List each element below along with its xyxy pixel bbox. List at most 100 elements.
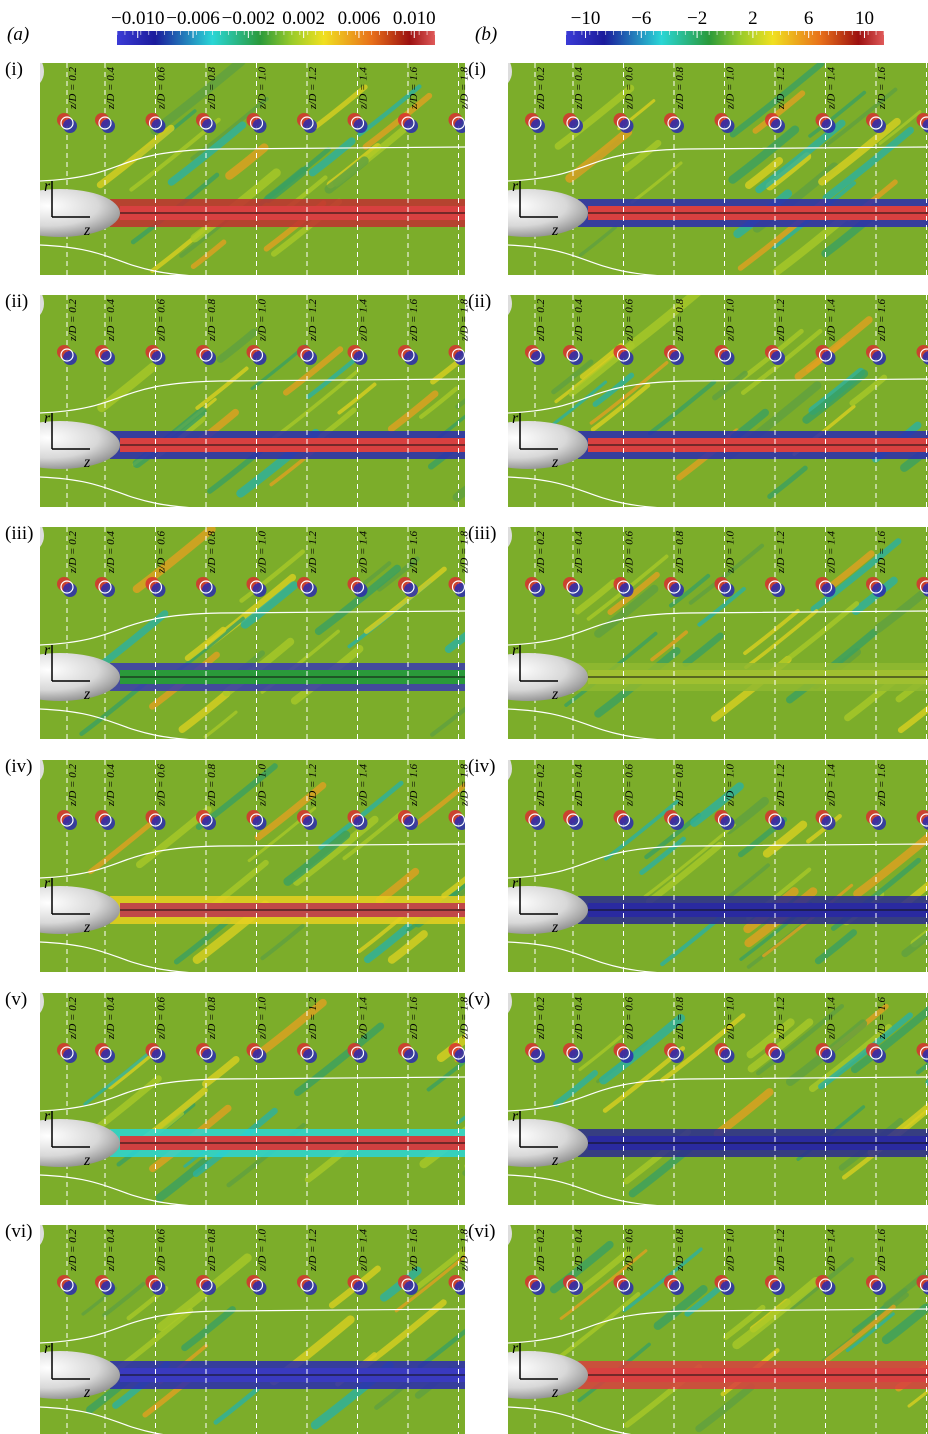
field-streak <box>639 836 687 876</box>
field-streak <box>254 782 327 841</box>
vortex-core <box>401 1046 415 1060</box>
station-label: z/D = 1.8 <box>459 764 471 807</box>
station-label: z/D = 0.4 <box>105 997 117 1040</box>
field-streak <box>881 1303 928 1345</box>
vortex-lobe <box>101 816 115 830</box>
axis-label-r: r <box>512 178 519 195</box>
station-label: z/D = 1.8 <box>927 1229 928 1272</box>
field-background <box>40 993 465 1205</box>
vortex-core <box>667 348 681 362</box>
vortex-lobe <box>454 119 465 133</box>
vortex-core <box>350 348 365 362</box>
station-label: z/D = 1.8 <box>459 997 471 1040</box>
station-label: z/D = 1.0 <box>257 1229 269 1272</box>
panel-field <box>40 760 465 972</box>
row-label: (i) <box>468 59 486 80</box>
hub-nose <box>508 1119 588 1167</box>
vortex-lobe <box>101 583 115 597</box>
vortex-core <box>60 116 74 130</box>
vortex-core <box>249 580 264 594</box>
blade-root <box>40 760 44 780</box>
vortex-lobe <box>454 351 465 365</box>
field-streak <box>895 672 928 703</box>
vortex-lobe <box>720 1049 735 1063</box>
vortex-lobe <box>670 1049 684 1063</box>
vortex-lobe <box>202 1049 216 1063</box>
vortex-lobe <box>720 1281 735 1295</box>
field-streak <box>690 782 744 827</box>
field-streak <box>590 383 651 432</box>
axis-label-r: r <box>44 410 51 427</box>
colorbar-tick-label: −2 <box>687 8 707 29</box>
vortex-core <box>451 348 465 362</box>
vortex-core <box>60 580 74 594</box>
station-label: z/D = 0.8 <box>206 997 218 1040</box>
field-streak <box>849 374 888 406</box>
vortex-lobe <box>720 119 735 133</box>
field-streak <box>225 143 269 180</box>
colorbar-tick-label: 0.006 <box>338 8 381 29</box>
colorbar-tick-label: 0.002 <box>282 8 325 29</box>
field-streak <box>337 382 377 415</box>
station-label: z/D = 1.4 <box>826 531 838 574</box>
blade-root <box>508 295 512 315</box>
vortex-core <box>717 1046 732 1060</box>
field-streak <box>167 121 247 186</box>
field-streak <box>574 579 617 615</box>
vortex-core <box>717 348 732 362</box>
hub-nose <box>40 1119 120 1167</box>
station-label: z/D = 1.8 <box>459 1229 471 1272</box>
vortex-core <box>667 116 681 130</box>
field-streak <box>173 917 231 965</box>
vortex-core <box>528 1046 542 1060</box>
station-label: z/D = 1.8 <box>459 299 471 342</box>
vortex-lobe <box>670 1281 684 1295</box>
vortex-core <box>300 1046 314 1060</box>
panel: z/D = 0.2 z/D = 0.4 z/D = 0.6 z/D = 0.8 z/D … <box>468 523 928 739</box>
vortex-core <box>249 1046 264 1060</box>
station-label: z/D = 0.8 <box>206 299 218 342</box>
vortex-core <box>566 116 580 130</box>
vortex-lobe <box>202 1281 216 1295</box>
vortex-core <box>350 580 365 594</box>
vortex-lobe <box>101 1049 115 1063</box>
station-label: z/D = 0.4 <box>105 299 117 342</box>
vortex-lobe <box>771 119 785 133</box>
vortex-core <box>528 116 542 130</box>
vortex-core <box>768 580 782 594</box>
axis-label-r: r <box>512 642 519 659</box>
vortex-lobe <box>531 583 545 597</box>
field-streak <box>599 1014 686 1085</box>
axis-label-z: z <box>551 686 559 703</box>
vortex-core <box>148 1278 163 1292</box>
station-label: z/D = 1.2 <box>307 299 319 342</box>
station-label: z/D = 1.6 <box>876 997 888 1040</box>
station-label: z/D = 0.4 <box>573 764 585 807</box>
field-streak <box>376 556 420 592</box>
vortex-core <box>818 1278 833 1292</box>
vortex-core <box>199 1278 213 1292</box>
panel: z/D = 0.2 z/D = 0.4 z/D = 0.6 z/D = 0.8 z/D … <box>468 59 928 275</box>
vortex-lobe <box>303 583 317 597</box>
wake-outline <box>40 146 465 275</box>
vortex-core <box>566 1278 580 1292</box>
station-label: z/D = 1.6 <box>876 531 888 574</box>
field-streak <box>554 84 635 150</box>
station-label: z/D = 1.0 <box>725 1229 737 1272</box>
vortex-lobe <box>101 1281 115 1295</box>
vortex-lobe <box>872 1281 886 1295</box>
vortex-core <box>768 813 782 827</box>
field-streak <box>213 1386 260 1425</box>
vortex-core <box>566 348 580 362</box>
hub-nose <box>40 886 120 934</box>
station-label: z/D = 0.4 <box>105 531 117 574</box>
vortex-lobe <box>872 1049 886 1063</box>
field-streak <box>430 706 465 737</box>
vortex-lobe <box>670 583 684 597</box>
field-streak <box>607 571 660 616</box>
field-streak <box>762 820 808 858</box>
field-streak <box>414 782 465 827</box>
vortex-core <box>199 813 213 827</box>
hub-nose <box>508 189 588 237</box>
vortex-core <box>98 813 112 827</box>
